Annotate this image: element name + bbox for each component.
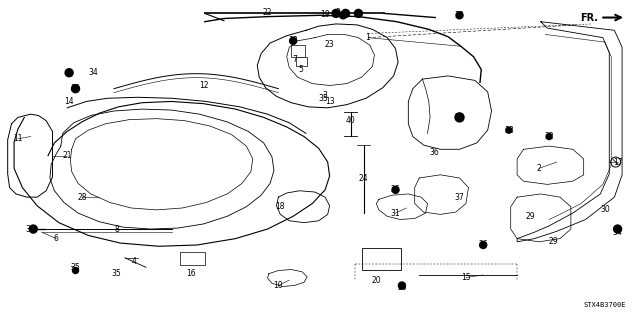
- Text: 33: 33: [454, 11, 465, 20]
- Circle shape: [332, 9, 340, 18]
- Circle shape: [342, 9, 349, 18]
- Text: 13: 13: [324, 97, 335, 106]
- Text: 4: 4: [132, 257, 137, 266]
- Text: 37: 37: [454, 193, 465, 202]
- Text: 34: 34: [612, 228, 623, 237]
- Circle shape: [456, 12, 463, 19]
- Circle shape: [546, 134, 552, 139]
- Text: 34: 34: [88, 68, 98, 77]
- Text: 21: 21: [63, 151, 72, 160]
- Text: 29: 29: [525, 212, 535, 221]
- FancyBboxPatch shape: [362, 248, 401, 270]
- Text: 25: 25: [397, 283, 407, 292]
- Text: 5: 5: [298, 65, 303, 74]
- Circle shape: [290, 37, 296, 44]
- Text: 39: 39: [26, 225, 36, 234]
- Text: 26: 26: [478, 241, 488, 249]
- Text: 17: 17: [612, 158, 623, 167]
- Text: 35: 35: [70, 263, 81, 272]
- Circle shape: [480, 241, 486, 249]
- FancyBboxPatch shape: [296, 57, 307, 66]
- Text: 7: 7: [292, 55, 297, 63]
- Circle shape: [399, 282, 405, 289]
- Text: 8: 8: [114, 225, 119, 234]
- Text: 9: 9: [335, 8, 340, 17]
- Text: 35: 35: [318, 94, 328, 103]
- Text: 12: 12: [199, 81, 208, 90]
- Text: 10: 10: [273, 281, 284, 290]
- Text: 14: 14: [64, 97, 74, 106]
- Text: 40: 40: [346, 116, 356, 125]
- Text: 23: 23: [324, 40, 335, 48]
- Text: 34: 34: [70, 84, 81, 93]
- Circle shape: [72, 85, 79, 93]
- Text: 28: 28: [77, 193, 86, 202]
- Text: 18: 18: [276, 202, 285, 211]
- Circle shape: [506, 127, 512, 133]
- Text: 3: 3: [323, 91, 328, 100]
- Circle shape: [340, 12, 346, 19]
- Text: 30: 30: [600, 205, 610, 214]
- Text: 20: 20: [371, 276, 381, 285]
- Text: 29: 29: [548, 237, 559, 246]
- Text: 27: 27: [454, 113, 465, 122]
- Circle shape: [72, 268, 79, 273]
- Text: 35: 35: [111, 269, 122, 278]
- Text: 15: 15: [461, 273, 471, 282]
- Circle shape: [614, 225, 621, 233]
- Circle shape: [65, 69, 73, 77]
- Circle shape: [392, 186, 399, 193]
- Text: 38: 38: [504, 126, 514, 135]
- Circle shape: [29, 225, 37, 233]
- Text: FR.: FR.: [580, 12, 598, 23]
- Text: STX4B3700E: STX4B3700E: [584, 302, 626, 308]
- Text: 31: 31: [390, 209, 401, 218]
- Text: 16: 16: [186, 269, 196, 278]
- Circle shape: [455, 113, 464, 122]
- Text: 22: 22: [263, 8, 272, 17]
- Text: 2: 2: [536, 164, 541, 173]
- Text: 24: 24: [358, 174, 369, 182]
- Text: 33: 33: [288, 36, 298, 45]
- Text: 1: 1: [365, 33, 371, 42]
- FancyBboxPatch shape: [180, 252, 205, 265]
- Circle shape: [355, 9, 362, 18]
- Text: 6: 6: [54, 234, 59, 243]
- FancyBboxPatch shape: [291, 45, 305, 57]
- Text: 26: 26: [390, 185, 401, 194]
- Text: 36: 36: [429, 148, 439, 157]
- Text: 11: 11: [13, 134, 22, 143]
- Text: 19: 19: [320, 10, 330, 19]
- Text: 32: 32: [544, 132, 554, 141]
